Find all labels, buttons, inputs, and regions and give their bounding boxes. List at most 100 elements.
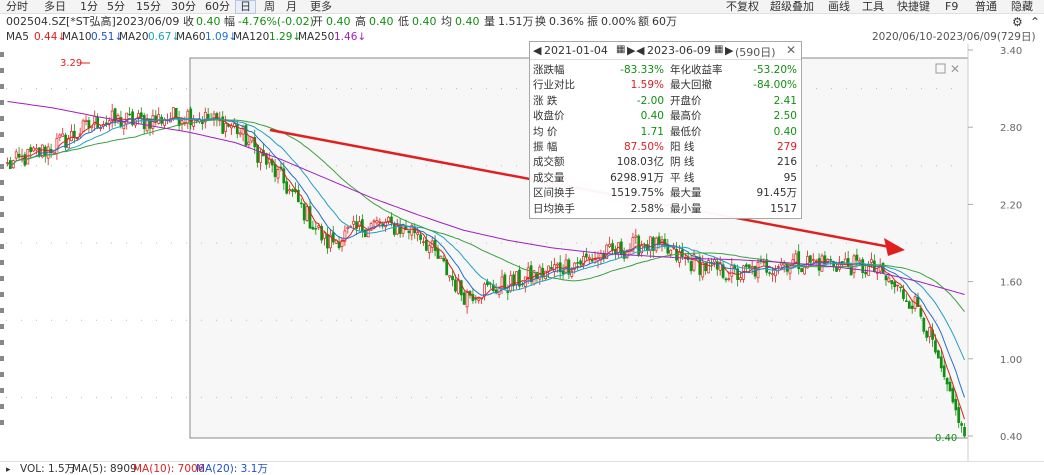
candle-body	[692, 254, 696, 271]
candle-body	[788, 265, 792, 274]
normal-button[interactable]: 普通	[975, 0, 997, 13]
range-stats-header: ◀ 2021-01-04 ▦ ▶ ◀ 2023-06-09 ▦ ▶ (590日)…	[530, 42, 801, 60]
stat-label: 最高价	[670, 110, 702, 123]
tab-timeshare[interactable]: 分时	[6, 0, 28, 13]
end-date[interactable]: 2023-06-09	[647, 44, 711, 57]
candle-body	[707, 260, 710, 274]
no-adjust-button[interactable]: 不复权	[726, 0, 759, 13]
next-start-icon[interactable]: ▶	[627, 44, 636, 57]
calendar-start-icon[interactable]: ▦	[616, 44, 626, 55]
stat-value: 0.40	[640, 110, 664, 123]
f9-button[interactable]: F9	[945, 0, 959, 13]
candle-body	[203, 112, 207, 123]
chevron-up-icon[interactable]: ⌃	[1030, 15, 1041, 29]
super-overlay-button[interactable]: 超级叠加	[770, 0, 814, 13]
candle-body	[305, 206, 309, 221]
candle-body	[340, 239, 344, 247]
candle-body	[884, 275, 888, 281]
stat-value: 1517	[770, 202, 797, 215]
candle-body	[142, 114, 146, 130]
close-popup-icon[interactable]: ✕	[786, 43, 797, 57]
tab-weekly[interactable]: 周	[264, 0, 275, 13]
stat-value: 2.50	[773, 110, 797, 123]
y-tick-label: 3.40	[1000, 46, 1022, 57]
candle-body	[302, 203, 306, 221]
y-axis-ticks: 3.40 2.80 2.20 1.60 1.00 0.40	[968, 46, 1022, 443]
tab-daily[interactable]: 日	[235, 0, 256, 14]
candle-body	[398, 224, 402, 234]
candle-body	[587, 256, 591, 260]
candle-body	[29, 147, 33, 153]
kline-chart[interactable]: ✕ 3.40 2.80 2.20 1.60 1.00 0.40 3.29 0.40	[0, 44, 1044, 461]
candle-body	[864, 271, 868, 275]
tab-60min[interactable]: 60分	[205, 0, 230, 13]
candle-body	[61, 133, 65, 137]
prev-end-icon[interactable]: ◀	[636, 44, 645, 57]
candle-body	[331, 232, 335, 243]
candle-body	[721, 264, 725, 278]
candle-body	[276, 169, 280, 179]
candle-body	[518, 269, 521, 287]
tab-15min[interactable]: 15分	[136, 0, 161, 13]
y-tick-label: 1.00	[1000, 355, 1022, 366]
hide-button[interactable]: 隐藏	[1011, 0, 1033, 13]
candle-body	[922, 317, 926, 332]
stat-value: 0.40	[773, 125, 797, 138]
close-box-icon[interactable]: ✕	[950, 62, 960, 76]
left-edge-mark	[0, 244, 4, 249]
stat-value: 6298.91万	[610, 171, 664, 184]
shortcut-button[interactable]: 快捷键	[897, 0, 930, 13]
tab-more[interactable]: 更多	[310, 0, 332, 13]
stat-value: 1519.75%	[610, 187, 664, 200]
stat-value: -2.00	[636, 94, 664, 107]
tab-1min[interactable]: 1分	[80, 0, 98, 13]
candle-body	[838, 261, 841, 270]
y-tick-label: 2.20	[1000, 200, 1022, 211]
tools-button[interactable]: 工具	[862, 0, 884, 13]
candle-body	[136, 113, 140, 120]
grid-lines	[6, 88, 966, 398]
left-edge-mark	[0, 148, 4, 153]
candle-body	[17, 153, 21, 158]
close-label: 收	[183, 15, 194, 28]
ma-legend: MA5 0.44↓ MA10 0.51↓ MA20 0.67↓ MA60 1.0…	[0, 30, 1044, 44]
candle-body	[291, 189, 294, 192]
collapse-icon[interactable]: ▸	[6, 465, 11, 475]
tab-30min[interactable]: 30分	[171, 0, 196, 13]
calendar-end-icon[interactable]: ▦	[714, 44, 724, 55]
candle-body	[267, 158, 271, 164]
left-edge-mark	[0, 308, 4, 313]
candle-body	[346, 226, 350, 229]
tab-monthly[interactable]: 月	[286, 0, 297, 13]
y-tick-label: 0.40	[1000, 432, 1022, 443]
candle-body	[942, 365, 946, 378]
settings-icon[interactable]: ⚙	[1012, 15, 1023, 29]
draw-line-button[interactable]: 画线	[828, 0, 850, 13]
ma20-value: 0.67↓	[148, 31, 181, 43]
candle-body	[465, 291, 469, 308]
candle-body	[678, 251, 681, 263]
maximize-icon[interactable]	[935, 63, 946, 74]
candle-body	[808, 255, 812, 263]
candle-body	[843, 258, 847, 265]
candle-body	[584, 253, 588, 258]
stat-value: 1.71	[640, 125, 664, 138]
stock-code-name[interactable]: 002504.SZ[*ST弘高]	[6, 15, 116, 28]
start-date[interactable]: 2021-01-04	[544, 44, 608, 57]
candle-body	[378, 220, 382, 223]
candle-body	[244, 125, 248, 146]
amount-label: 额	[638, 15, 649, 28]
candle-body	[424, 239, 428, 251]
candle-body	[948, 381, 952, 392]
next-end-icon[interactable]: ▶	[725, 44, 734, 57]
tab-multiday[interactable]: 多日	[44, 0, 66, 13]
quote-bar: 002504.SZ[*ST弘高] 2023/06/09 收 0.40 幅 -4.…	[0, 14, 1044, 30]
candle-body	[40, 144, 44, 158]
candle-body	[52, 151, 56, 154]
tab-5min[interactable]: 5分	[107, 0, 125, 13]
candle-body	[128, 113, 132, 116]
candle-body	[163, 119, 166, 126]
stat-label: 平 线	[670, 171, 695, 184]
prev-start-icon[interactable]: ◀	[533, 44, 542, 57]
candle-body	[387, 217, 390, 223]
